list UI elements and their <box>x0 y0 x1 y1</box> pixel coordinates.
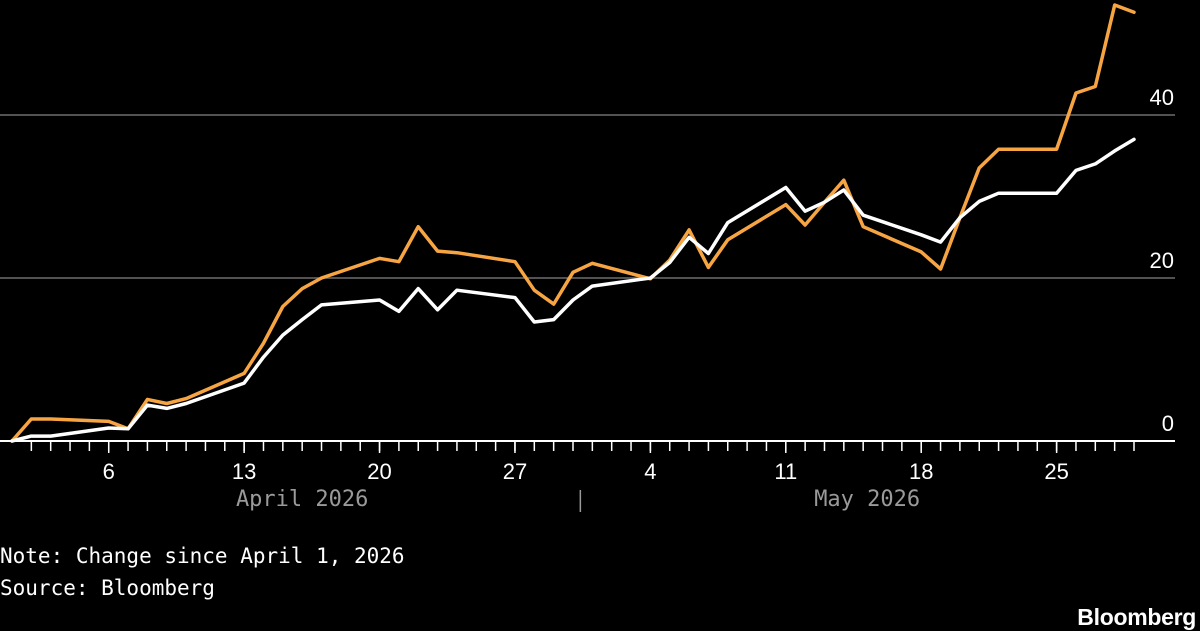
x-tick-label-13: 13 <box>232 459 256 484</box>
chart-note: Note: Change since April 1, 2026 <box>0 544 405 568</box>
x-tick-label-20: 20 <box>367 459 391 484</box>
month-labels: April 2026 May 2026 <box>236 487 920 512</box>
x-tick-label-27: 27 <box>503 459 527 484</box>
y-axis-tick-labels: 0 20 40 <box>1150 85 1174 436</box>
chart-source: Source: Bloomberg <box>0 576 215 600</box>
gridlines <box>0 114 1175 279</box>
x-tick-label-4: 4 <box>644 459 656 484</box>
x-tick-label-6: 6 <box>103 459 115 484</box>
x-tick-label-11: 11 <box>774 459 797 484</box>
x-tick-label-18: 18 <box>909 459 933 484</box>
y-tick-label-0: 0 <box>1162 411 1174 436</box>
bloomberg-logo: Bloomberg <box>1077 604 1196 630</box>
series-lines <box>10 3 1136 443</box>
month-label-may: May 2026 <box>814 487 920 512</box>
line-chart: 0 20 40 6 13 20 27 4 11 18 25 April 2026 May 2026 <box>0 3 1175 512</box>
month-label-april: April 2026 <box>236 487 368 512</box>
x-tick-label-25: 25 <box>1044 459 1068 484</box>
series-line-2 <box>10 137 1136 443</box>
x-axis <box>0 440 1175 453</box>
series-line-1 <box>10 3 1136 443</box>
y-tick-label-40: 40 <box>1150 85 1174 110</box>
x-axis-tick-labels: 6 13 20 27 4 11 18 25 <box>103 459 1069 484</box>
y-tick-label-20: 20 <box>1150 248 1174 273</box>
